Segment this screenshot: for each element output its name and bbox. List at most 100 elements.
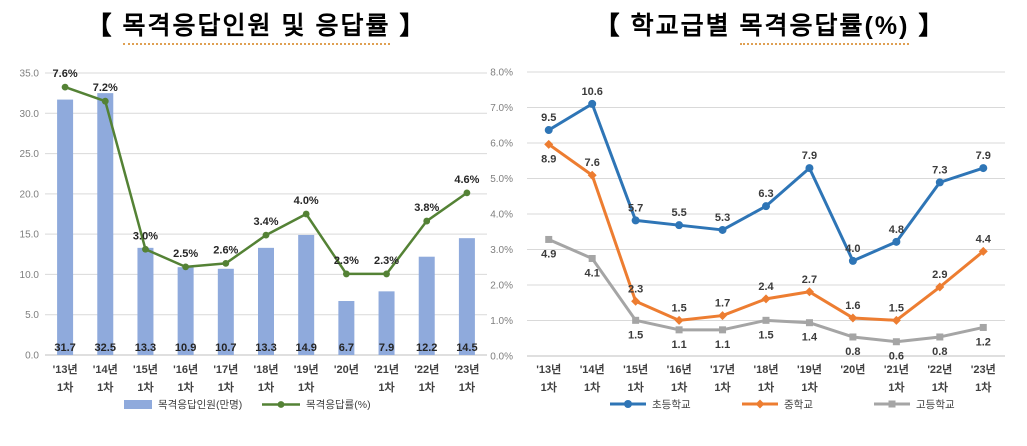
x-tick-label: '16년 <box>173 362 198 376</box>
x-tick-label: '13년 <box>536 362 561 376</box>
data-label-high: 4.1 <box>585 267 600 279</box>
series-marker-high <box>936 333 944 341</box>
data-label-middle: 8.9 <box>541 153 556 165</box>
y-tick-label: 3.0% <box>490 245 513 256</box>
legend-label: 목격응답률(%) <box>306 398 371 411</box>
data-label-elementary: 5.3 <box>715 212 730 224</box>
line-marker <box>302 210 310 218</box>
data-label-high: 1.1 <box>715 339 730 351</box>
x-tick-label: 1차 <box>419 380 436 394</box>
x-tick-label: '17년 <box>710 362 735 376</box>
data-label-middle: 4.4 <box>976 233 992 245</box>
data-label-elementary: 4.0 <box>845 243 860 255</box>
x-tick-label: '18년 <box>254 362 279 376</box>
x-tick-label: '20년 <box>840 362 865 376</box>
data-label-middle: 1.5 <box>671 302 686 314</box>
line-marker <box>342 270 350 278</box>
y-tick-label: 1.0% <box>490 316 513 327</box>
x-tick-label: '14년 <box>580 362 605 376</box>
bar-value-label: 32.5 <box>95 342 116 354</box>
y-tick-label: 0.0% <box>490 352 513 363</box>
bracket-open: 【 <box>594 12 631 40</box>
bracket-close: 】 <box>390 12 427 40</box>
line-value-label: 7.6% <box>53 68 78 80</box>
data-label-high: 0.8 <box>932 346 947 358</box>
bracket-close: 】 <box>909 12 946 40</box>
data-label-middle: 2.3 <box>628 283 643 295</box>
x-tick-label: '20년 <box>334 362 359 376</box>
bar-value-label: 13.3 <box>255 342 276 354</box>
data-label-high: 1.4 <box>802 332 818 344</box>
bar <box>338 301 355 355</box>
y-tick-label: 25.0 <box>20 149 40 160</box>
y-tick-label: 20.0 <box>20 189 40 200</box>
bar <box>258 247 274 355</box>
series-marker-middle <box>761 294 771 304</box>
series-marker-middle <box>804 287 814 297</box>
x-tick-label: 1차 <box>218 380 235 394</box>
series-marker-high <box>675 326 683 334</box>
series-marker-elementary <box>805 164 814 173</box>
line-marker <box>61 83 69 91</box>
x-tick-label: 1차 <box>298 380 315 394</box>
bar-value-label: 7.9 <box>379 342 394 354</box>
bar-value-label: 6.7 <box>339 342 354 354</box>
x-tick-label: 1차 <box>137 380 154 394</box>
x-tick-label: 1차 <box>932 380 949 394</box>
x-tick-label: '17년 <box>213 362 238 376</box>
x-tick-label: '13년 <box>53 362 78 376</box>
x-tick-label: 1차 <box>671 380 688 394</box>
bar-value-label: 12.2 <box>416 342 437 354</box>
x-tick-label: '14년 <box>93 362 118 376</box>
line-marker <box>182 263 190 271</box>
line-value-label: 3.8% <box>414 202 439 214</box>
y-tick-label: 35.0 <box>20 69 40 80</box>
x-tick-label: '21년 <box>884 362 909 376</box>
series-marker-high <box>762 316 770 324</box>
data-label-elementary: 7.3 <box>932 164 947 176</box>
x-tick-label: '23년 <box>971 362 996 376</box>
x-tick-label: 1차 <box>541 380 558 394</box>
x-tick-label: '16년 <box>667 362 692 376</box>
data-label-high: 0.6 <box>889 351 904 363</box>
line-marker <box>262 231 270 239</box>
bar <box>57 99 74 356</box>
left-title-text: 목격응답인원 및 응답률 <box>122 12 391 45</box>
series-marker-middle <box>978 246 988 256</box>
bar <box>298 234 315 355</box>
bar-value-label: 14.9 <box>295 342 316 354</box>
line-value-label: 7.2% <box>93 82 118 94</box>
y-tick-label: 7.0% <box>490 103 513 114</box>
x-tick-label: 1차 <box>258 380 275 394</box>
bar <box>458 238 475 355</box>
series-marker-middle <box>631 296 641 306</box>
y-tick-label: 5.0 <box>25 310 39 321</box>
right-chart-title: 【 학교급별 목격응답률(%) 】 <box>513 6 1027 45</box>
response-rate-line <box>63 85 469 276</box>
series-marker-middle <box>674 315 684 325</box>
series-marker-elementary <box>762 202 770 211</box>
x-tick-label: 1차 <box>628 380 645 394</box>
line-marker <box>142 245 149 253</box>
bracket-open: 【 <box>86 12 123 40</box>
bar-value-label: 31.7 <box>54 342 75 354</box>
series-marker-high <box>719 326 727 334</box>
y-tick-label: 5.0% <box>490 174 513 185</box>
line-marker <box>463 189 471 197</box>
line-value-label: 2.3% <box>374 255 399 267</box>
x-tick-label: '21년 <box>374 362 399 376</box>
y-tick-label: 2.0% <box>490 281 513 292</box>
data-label-high: 1.5 <box>758 329 773 341</box>
series-marker-elementary <box>631 216 640 225</box>
data-label-elementary: 7.9 <box>802 150 817 162</box>
line-value-label: 2.6% <box>213 244 238 256</box>
right-title-text: 목격응답률(%) <box>739 12 910 45</box>
x-tick-label: 1차 <box>714 380 731 394</box>
series-marker-elementary <box>935 178 944 187</box>
y-tick-label: 15.0 <box>20 230 40 241</box>
series-marker-high <box>979 323 987 331</box>
data-label-high: 0.8 <box>845 346 860 358</box>
data-label-elementary: 7.9 <box>976 150 991 162</box>
bar <box>177 267 194 355</box>
